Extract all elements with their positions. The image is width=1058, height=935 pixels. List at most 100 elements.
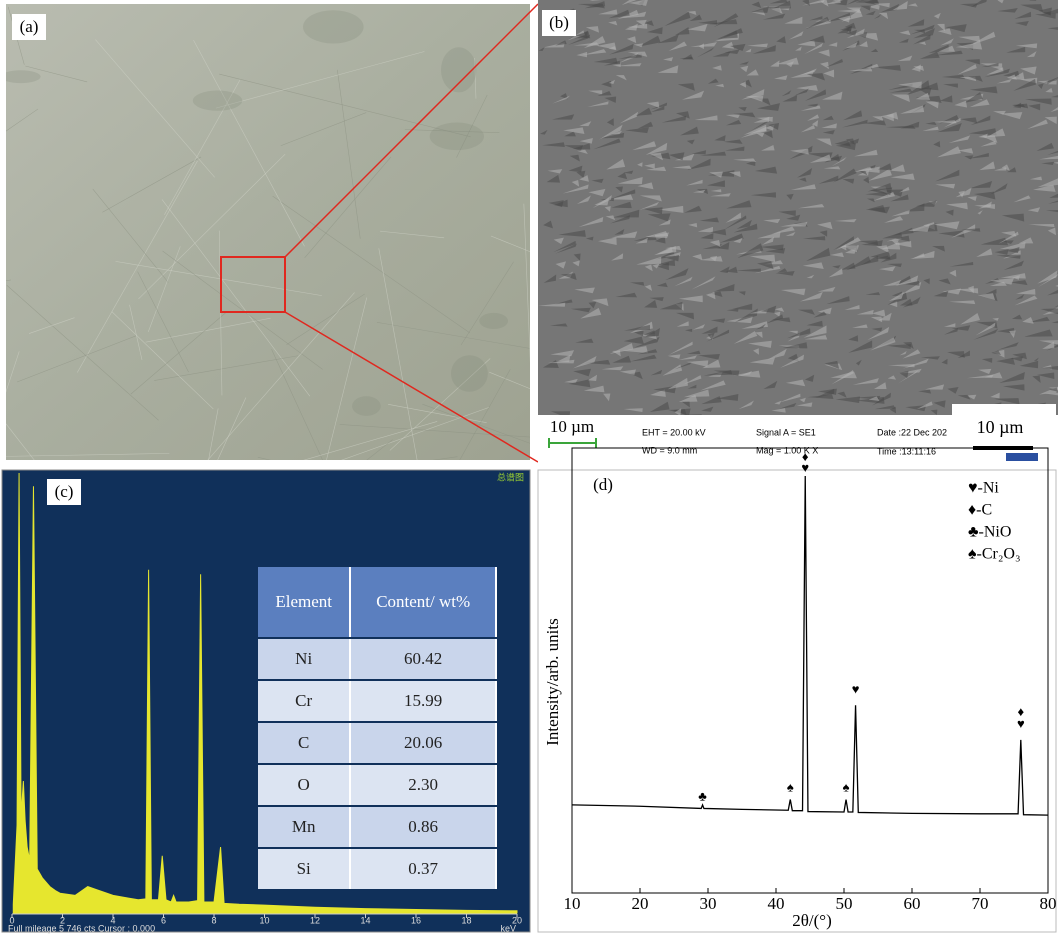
sem-facet xyxy=(726,308,739,312)
scratch xyxy=(92,188,169,283)
sem-facet xyxy=(615,63,642,67)
sem-facet xyxy=(583,35,606,49)
sem-facet xyxy=(1027,119,1048,130)
sem-facet xyxy=(842,178,855,184)
scratch xyxy=(422,403,530,444)
sem-facet xyxy=(798,203,825,209)
sem-facet xyxy=(707,332,715,340)
sem-facet xyxy=(938,278,951,285)
sem-facet xyxy=(1009,280,1028,286)
sem-facet xyxy=(751,1,762,9)
sem-facet xyxy=(782,95,798,102)
sem-facet xyxy=(774,75,788,81)
sem-facet xyxy=(947,351,965,358)
sem-facet xyxy=(738,400,754,410)
sem-facet xyxy=(960,312,981,325)
sem-facet xyxy=(584,1,606,9)
sem-facet xyxy=(666,254,680,262)
scratch xyxy=(102,156,202,213)
sem-facet xyxy=(870,337,896,351)
sem-facet xyxy=(714,135,726,141)
peak-symbol: ♠ xyxy=(843,779,850,794)
sem-facet xyxy=(846,28,865,39)
sem-facet xyxy=(1018,237,1034,244)
sem-facet xyxy=(609,189,636,200)
sem-facet xyxy=(749,357,776,365)
sem-facet xyxy=(966,394,977,400)
sem-facet xyxy=(703,370,733,376)
sem-facet xyxy=(889,88,913,93)
sem-facet xyxy=(880,113,894,122)
sem-facet xyxy=(1043,77,1058,83)
sem-facet xyxy=(799,177,807,182)
sem-facet xyxy=(797,167,813,178)
sem-facet xyxy=(960,117,978,124)
sem-facet xyxy=(787,328,811,339)
sem-facet xyxy=(805,16,830,30)
sem-facet xyxy=(984,372,1003,379)
zoom-line xyxy=(284,311,539,463)
sem-facet xyxy=(930,409,938,415)
sem-facet xyxy=(1037,83,1044,89)
sem-facet xyxy=(576,170,586,178)
sem-facet xyxy=(707,180,725,187)
sem-facet xyxy=(553,240,576,252)
sem-facet xyxy=(856,309,874,315)
sem-facet xyxy=(795,46,802,51)
sem-facet xyxy=(994,249,1009,255)
scale-bar-label: 10 µm xyxy=(550,417,594,436)
sem-facet xyxy=(557,354,571,363)
sem-facet xyxy=(650,369,663,376)
sem-facet xyxy=(719,233,744,243)
sem-facet xyxy=(668,341,693,356)
sem-facet xyxy=(756,132,765,138)
sem-facet xyxy=(567,30,585,41)
sem-facet xyxy=(736,219,752,229)
x-tick-label: 10 xyxy=(564,894,581,913)
x-tick-label: 2 xyxy=(60,915,65,925)
sem-facet xyxy=(968,75,983,82)
sem-facet xyxy=(1013,195,1031,203)
sem-facet xyxy=(886,344,911,350)
sem-facet xyxy=(700,233,714,240)
sem-facet xyxy=(765,248,786,254)
sem-facet xyxy=(854,149,878,157)
sem-facet xyxy=(611,130,623,135)
sem-facet xyxy=(657,259,676,267)
x-tick-label: 60 xyxy=(904,894,921,913)
sem-facet xyxy=(672,408,691,415)
sem-facet xyxy=(834,0,848,6)
sem-facet xyxy=(584,359,611,365)
x-tick-label: 16 xyxy=(411,915,421,925)
scratch xyxy=(137,271,189,373)
sem-facet xyxy=(675,27,690,35)
sem-facet xyxy=(681,401,690,408)
sem-facet xyxy=(788,330,798,334)
x-axis-label: keV xyxy=(500,923,516,933)
sem-facet xyxy=(957,394,971,400)
sem-facet xyxy=(902,358,929,369)
sem-facet xyxy=(940,95,953,103)
sem-facet xyxy=(870,48,879,53)
scale-bar-label: 10 µm xyxy=(977,417,1024,437)
sem-facet xyxy=(1041,161,1055,166)
sem-facet xyxy=(874,382,887,390)
sem-facet xyxy=(1029,176,1043,181)
sem-facet xyxy=(871,327,883,332)
sem-facet xyxy=(997,0,1004,4)
sem-facet xyxy=(576,51,588,58)
sem-facet xyxy=(925,101,939,109)
scratch xyxy=(280,112,367,147)
sem-facet xyxy=(871,309,886,317)
sem-facet xyxy=(668,41,687,52)
sem-facet xyxy=(907,3,918,7)
sem-facet xyxy=(849,63,873,75)
sem-facet xyxy=(776,36,786,44)
table-cell: 15.99 xyxy=(351,681,497,721)
sem-facet xyxy=(612,355,632,363)
sem-facet xyxy=(563,127,585,134)
sem-facet xyxy=(844,22,856,29)
sem-facet xyxy=(1013,102,1022,109)
sem-facet xyxy=(981,357,993,363)
